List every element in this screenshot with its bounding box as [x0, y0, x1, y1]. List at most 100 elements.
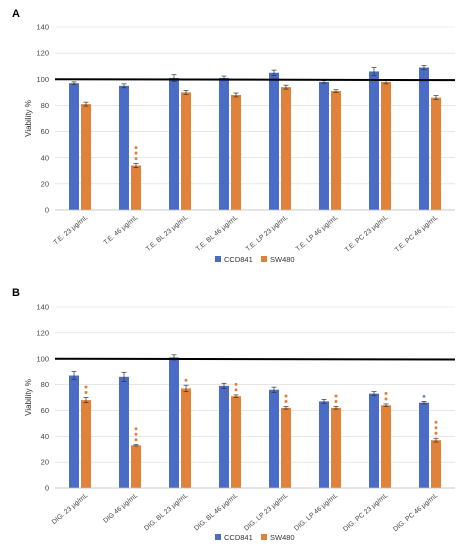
significance-marker	[134, 151, 138, 155]
significance-marker	[134, 438, 138, 442]
significance-marker	[384, 397, 388, 401]
significance-marker	[134, 427, 138, 431]
significance-marker	[284, 394, 288, 398]
y-tick-label: 0	[45, 206, 49, 215]
significance-marker	[184, 378, 188, 382]
bar-ccd841	[419, 402, 429, 488]
x-tick-label: DIG. LP 23 μg/mL	[243, 492, 289, 532]
x-tick-label: DIG. PC 23 μg/mL	[342, 492, 389, 533]
significance-marker	[284, 400, 288, 404]
x-tick-label: DIG. BL 46 μg/mL	[193, 492, 239, 532]
bar-ccd841	[69, 83, 79, 210]
y-tick-label: 60	[41, 127, 49, 136]
y-tick-label: 140	[36, 303, 49, 312]
bar-ccd841	[319, 401, 329, 488]
bar-sw480	[431, 440, 441, 488]
y-tick-label: 120	[36, 328, 49, 337]
y-tick-label: 100	[36, 354, 49, 363]
y-tick-label: 120	[36, 49, 49, 58]
chart-panel-a: A 0 20 40 60 80 100 120 140 Viability % T.E. 23 μg…	[12, 8, 456, 264]
significance-marker	[334, 400, 338, 404]
y-tick-label: 60	[41, 406, 49, 415]
bar-ccd841	[319, 81, 329, 211]
legend-swatch	[215, 256, 221, 262]
bar-sw480	[81, 400, 91, 488]
chart-panel-b: B 0 20 40 60 80 100 120 140 Viability % DIG. 23 μg…	[12, 287, 456, 542]
y-tick-label: 100	[36, 75, 49, 84]
y-tick-label: 20	[41, 179, 49, 188]
x-tick-label: T.E. BL 23 μg/mL	[145, 214, 190, 253]
bar-ccd841	[219, 385, 229, 488]
bar-ccd841	[69, 375, 79, 488]
y-tick-label: 80	[41, 101, 49, 110]
bar-ccd841	[269, 72, 279, 210]
y-axis-label: Viability %	[24, 379, 33, 416]
x-tick-label: T.E. LP 23 μg/mL	[245, 214, 290, 253]
significance-marker	[234, 382, 238, 386]
bar-sw480	[331, 407, 341, 488]
significance-marker	[334, 394, 338, 398]
bar-sw480	[181, 388, 191, 488]
y-tick-label: 140	[36, 23, 49, 32]
bar-sw480	[131, 445, 141, 488]
panel-letter: A	[12, 8, 20, 20]
y-tick-label: 0	[45, 484, 49, 493]
y-tick-label: 40	[41, 153, 49, 162]
x-tick-label: DIG. PC 46 μg/mL	[392, 492, 439, 533]
x-tick-label: T.E. LP 46 μg/mL	[295, 214, 340, 253]
bar-sw480	[131, 165, 141, 210]
significance-marker	[134, 146, 138, 150]
bar-ccd841	[369, 393, 379, 488]
significance-marker	[134, 157, 138, 161]
bar-sw480	[231, 396, 241, 488]
x-tick-label: DIG. 23 μg/mL	[51, 492, 90, 526]
significance-marker	[434, 426, 438, 430]
y-tick-label: 20	[41, 458, 49, 467]
x-tick-label: T.E. PC 46 μg/mL	[394, 214, 440, 254]
legend-label: CCD841	[224, 533, 253, 542]
significance-marker	[234, 388, 238, 392]
bar-sw480	[281, 87, 291, 210]
significance-marker	[434, 420, 438, 424]
significance-marker	[384, 391, 388, 395]
x-tick-label: DIG. LP 46 μg/mL	[293, 492, 339, 532]
x-tick-label: T.E. PC 23 μg/mL	[344, 214, 390, 254]
bar-ccd841	[269, 389, 279, 488]
bar-ccd841	[419, 67, 429, 211]
legend-label: SW480	[270, 533, 295, 542]
x-tick-label: DIG 46 μg/mL	[102, 492, 139, 525]
significance-marker	[84, 385, 88, 389]
significance-marker	[134, 432, 138, 436]
legend-label: CCD841	[224, 255, 253, 264]
legend-swatch	[261, 534, 267, 540]
bar-sw480	[431, 97, 441, 210]
bar-ccd841	[369, 71, 379, 210]
reference-line	[54, 357, 456, 361]
legend: CCD841 SW480	[215, 255, 295, 264]
bar-ccd841	[119, 376, 129, 488]
bar-ccd841	[169, 77, 179, 210]
legend-swatch	[215, 534, 221, 540]
legend-label: SW480	[270, 255, 295, 264]
x-tick-label: T.E. 46 μg/mL	[103, 214, 140, 247]
bar-sw480	[81, 104, 91, 210]
significance-marker	[434, 431, 438, 435]
x-tick-label: T.E. BL 46 μg/mL	[195, 214, 240, 253]
panel-letter: B	[12, 287, 20, 299]
bar-ccd841	[219, 77, 229, 210]
legend-swatch	[261, 256, 267, 262]
significance-marker	[84, 391, 88, 394]
y-tick-label: 80	[41, 380, 49, 389]
bar-ccd841	[169, 357, 179, 488]
legend: CCD841 SW480	[215, 533, 295, 542]
bar-sw480	[331, 91, 341, 210]
bar-sw480	[231, 94, 241, 210]
bar-sw480	[381, 405, 391, 488]
x-tick-label: T.E. 23 μg/mL	[53, 214, 90, 247]
y-axis-label: Viability %	[24, 100, 33, 137]
reference-line	[54, 78, 456, 82]
x-tick-label: DIG. BL 23 μg/mL	[143, 492, 189, 532]
bar-ccd841	[119, 85, 129, 210]
